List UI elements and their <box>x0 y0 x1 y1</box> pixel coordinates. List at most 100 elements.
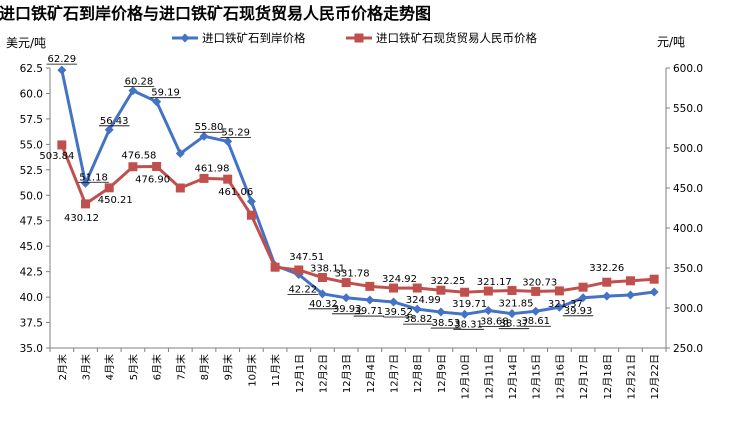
data-label: 38.68 <box>480 317 509 328</box>
x-tick-label: 3月末 <box>80 354 93 380</box>
data-label: 38.61 <box>521 316 550 327</box>
legend-square-marker <box>354 33 364 43</box>
data-label: 331.78 <box>335 269 370 280</box>
data-label: 51.18 <box>79 172 108 183</box>
series-2-point <box>507 286 517 296</box>
right-tick-label: 350.0 <box>673 263 703 275</box>
x-tick-label: 9月末 <box>222 354 235 380</box>
left-tick-label: 57.5 <box>20 114 43 126</box>
x-tick-label: 12月15日 <box>531 354 543 399</box>
series-1-point <box>246 196 256 206</box>
data-label: 503.84 <box>39 151 74 162</box>
data-label: 39.93 <box>333 304 362 315</box>
chart-title: 进口铁矿石到岸价格与进口铁矿石现货贸易人民币价格走势图 <box>0 4 431 23</box>
data-label: 476.90 <box>135 174 170 185</box>
x-tick-label: 12月2日 <box>317 354 329 393</box>
series-2-point <box>389 283 399 293</box>
x-tick-label: 6月末 <box>151 354 164 380</box>
x-tick-label: 7月末 <box>174 354 187 380</box>
data-label: 324.99 <box>406 295 441 306</box>
data-label: 322.25 <box>430 276 465 287</box>
series-line-1 <box>60 69 655 316</box>
series-1-point <box>531 306 541 316</box>
series-2-point <box>152 161 162 171</box>
series-2-point <box>128 162 138 172</box>
series-2-point <box>104 183 114 193</box>
series-2-point <box>317 273 327 283</box>
x-tick-label: 12月9日 <box>436 354 448 393</box>
right-tick-label: 450.0 <box>673 183 703 195</box>
data-label: 324.92 <box>382 274 417 285</box>
series-1-point <box>649 287 659 297</box>
series-1-point <box>625 290 635 300</box>
left-tick-label: 55.0 <box>20 139 43 151</box>
x-tick-label: 12月22日 <box>649 354 661 399</box>
series-2-point <box>341 278 351 288</box>
data-label: 40.32 <box>309 299 338 310</box>
data-label: 332.26 <box>589 263 624 274</box>
data-label: 320.73 <box>522 277 557 288</box>
series-2-point <box>483 286 493 296</box>
x-tick-label: 10月末 <box>245 354 258 387</box>
series-2-point <box>57 140 67 150</box>
data-label: 347.51 <box>289 252 324 263</box>
series-1-point <box>602 291 612 301</box>
data-label: 450.21 <box>98 195 133 206</box>
legend: 进口铁矿石到岸价格 进口铁矿石现货贸易人民币价格 <box>172 31 537 45</box>
series-2-point <box>625 276 635 286</box>
series-1-point <box>104 125 114 135</box>
x-tick-label: 11月末 <box>269 354 282 387</box>
data-label: 39.71 <box>355 306 384 317</box>
series-1-point <box>57 65 67 75</box>
left-tick-label: 62.5 <box>20 63 43 75</box>
data-label: 59.19 <box>151 88 180 99</box>
legend-label: 进口铁矿石现货贸易人民币价格 <box>376 31 537 45</box>
series-2-point <box>199 173 209 183</box>
data-label: 321.17 <box>477 277 512 288</box>
left-tick-label: 42.5 <box>20 267 43 279</box>
series-1-point <box>317 289 327 299</box>
series-2-point <box>81 199 91 209</box>
x-tick-label: 12月14日 <box>507 354 519 399</box>
x-tick-label: 12月7日 <box>389 354 401 393</box>
series-1-point <box>175 149 185 159</box>
data-label: 62.29 <box>48 54 77 65</box>
series-2-point <box>365 281 375 291</box>
x-tick-label: 5月末 <box>127 354 140 380</box>
series-2-point <box>412 283 422 293</box>
left-axis-unit: 美元/吨 <box>6 36 46 50</box>
data-label: 321.85 <box>499 299 534 310</box>
data-label: 39.93 <box>564 306 593 317</box>
series-1-point <box>460 309 470 319</box>
left-tick-label: 52.5 <box>20 165 43 177</box>
series-layer <box>57 65 659 319</box>
data-label: 56.43 <box>100 116 129 127</box>
data-label: 476.58 <box>121 151 156 162</box>
data-label: 55.80 <box>195 122 224 133</box>
data-label: 38.53 <box>432 318 461 329</box>
series-2-point <box>270 262 280 272</box>
series-1-point <box>436 307 446 317</box>
right-tick-label: 250.0 <box>673 343 703 355</box>
data-label: 338.11 <box>310 264 345 275</box>
series-2-point <box>602 277 612 287</box>
x-tick-label: 12月1日 <box>294 354 306 393</box>
series-1-point <box>483 306 493 316</box>
x-tick-label: 12月16日 <box>554 354 566 399</box>
data-label: 38.31 <box>454 319 483 330</box>
series-1-point <box>507 309 517 319</box>
data-label: 38.37 <box>500 319 529 330</box>
series-1-point <box>152 97 162 107</box>
x-tick-label: 8月末 <box>198 354 211 380</box>
left-tick-label: 60.0 <box>20 88 43 100</box>
left-tick-label: 50.0 <box>20 190 43 202</box>
data-label: 55.29 <box>221 127 250 138</box>
data-label: 39.52 <box>384 307 413 318</box>
series-1-point <box>554 302 564 312</box>
left-tick-label: 47.5 <box>20 216 43 228</box>
legend-label: 进口铁矿石到岸价格 <box>202 31 306 45</box>
right-tick-label: 400.0 <box>673 223 703 235</box>
series-1-point <box>389 297 399 307</box>
